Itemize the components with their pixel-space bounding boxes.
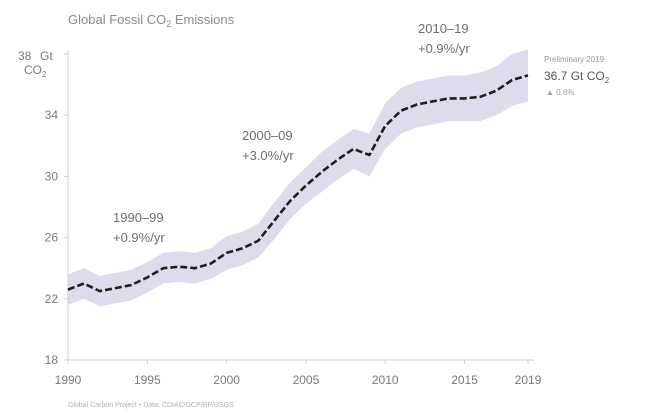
annotation-2010s-rate: +0.9%/yr: [418, 41, 470, 56]
axes-layer: [64, 50, 534, 364]
projection-value-main: 36.7 Gt CO: [544, 69, 605, 83]
y-unit-label-co2: CO2: [24, 63, 47, 79]
annotation-2010s-period: 2010–19: [418, 21, 469, 36]
projection-value: 36.7 Gt CO2: [544, 69, 610, 85]
chart-title-main: Global Fossil CO: [68, 12, 166, 27]
y-tick-label-top: 38: [18, 49, 32, 63]
projection-change: ▲ 0.6%: [546, 88, 574, 97]
x-tick-label: 1995: [134, 373, 161, 387]
x-tick-label: 2015: [451, 373, 478, 387]
y-unit-line1: Gt: [40, 49, 53, 63]
uncertainty-band: [68, 49, 528, 307]
emissions-line: [67, 74, 529, 293]
y-tick-label: 26: [45, 231, 59, 245]
x-tick-label: 2005: [293, 373, 320, 387]
y-tick-label: 30: [45, 169, 59, 183]
projection-value-subscript: 2: [605, 76, 610, 85]
chart-title: Global Fossil CO2 Emissions: [68, 12, 235, 29]
x-tick-label: 2000: [213, 373, 240, 387]
x-tick-label: 1990: [55, 373, 82, 387]
x-tick-label: 2019: [515, 373, 542, 387]
y-tick-label: 22: [45, 292, 59, 306]
chart-title-tail: Emissions: [171, 12, 234, 27]
chart-title-subscript: 2: [166, 19, 171, 29]
annotation-2000s-rate: +3.0%/yr: [242, 148, 294, 163]
y-unit-co2-subscript: 2: [42, 70, 47, 79]
uncertainty-band-layer: [68, 49, 528, 307]
y-tick-label: 18: [45, 353, 59, 367]
tick-labels-layer: 1990 1995 2000 2005 2010 2015 2019 18 22 26 30 34 38: [18, 49, 542, 387]
annotation-1990s-period: 1990–99: [113, 210, 164, 225]
y-tick-label: 34: [45, 108, 59, 122]
annotation-1990s-rate: +0.9%/yr: [113, 230, 165, 245]
y-unit-co2-main: CO: [24, 63, 42, 77]
y-unit-label: Gt: [40, 49, 53, 63]
projection-label: Preliminary 2019: [544, 55, 605, 64]
series-line-layer: [67, 74, 529, 293]
source-credit: Global Carbon Project • Data: CDIAC/GCP/…: [68, 402, 234, 409]
annotation-2000s-period: 2000–09: [242, 128, 293, 143]
x-tick-label: 2010: [372, 373, 399, 387]
